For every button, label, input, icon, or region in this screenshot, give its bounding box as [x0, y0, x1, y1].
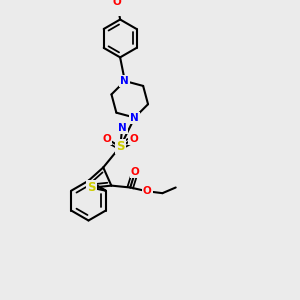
- Text: O: O: [103, 134, 111, 144]
- Text: N: N: [130, 112, 139, 123]
- Text: O: O: [143, 186, 152, 196]
- Text: S: S: [87, 181, 96, 194]
- Text: O: O: [130, 167, 140, 177]
- Text: O: O: [113, 0, 122, 8]
- Text: N: N: [121, 76, 129, 86]
- Text: O: O: [129, 134, 138, 144]
- Text: N: N: [118, 123, 127, 133]
- Text: S: S: [116, 140, 124, 153]
